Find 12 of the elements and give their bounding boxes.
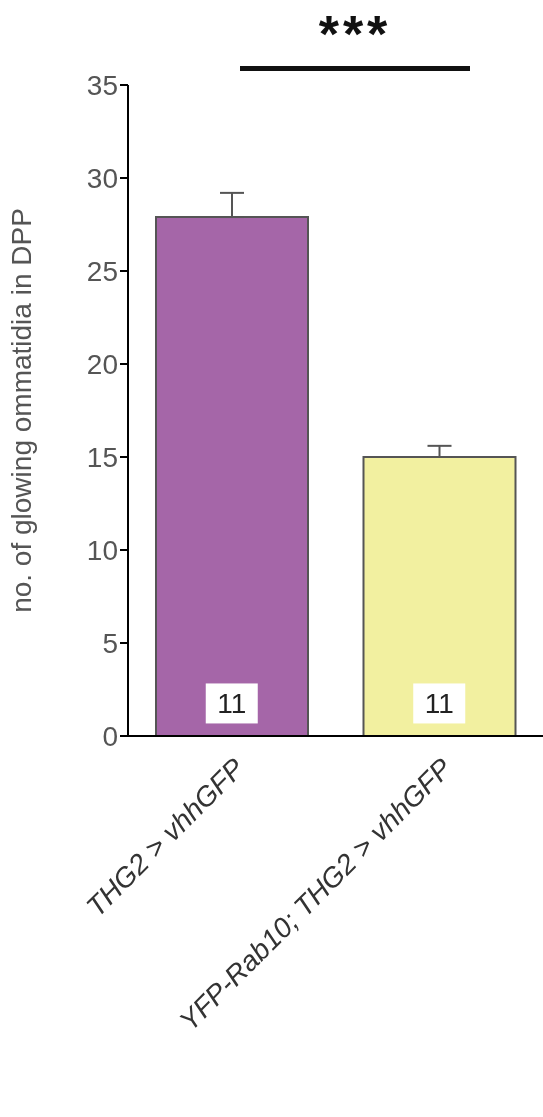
annotation: 11: [424, 688, 454, 720]
y-tick-label: 25: [86, 255, 118, 287]
y-tick-label: 0: [102, 720, 118, 752]
y-tick-label: 35: [86, 69, 118, 101]
text: ***: [317, 5, 393, 63]
y-tick-label: 10: [86, 534, 118, 566]
y-tick-label: 30: [86, 162, 118, 194]
y-tick-label: 15: [86, 441, 118, 473]
annotation: 11: [217, 688, 247, 720]
y-tick-label: 20: [86, 348, 118, 380]
y-axis-title: no. of glowing ommatidia in DPP: [5, 208, 37, 613]
y-tick-label: 5: [102, 627, 118, 659]
